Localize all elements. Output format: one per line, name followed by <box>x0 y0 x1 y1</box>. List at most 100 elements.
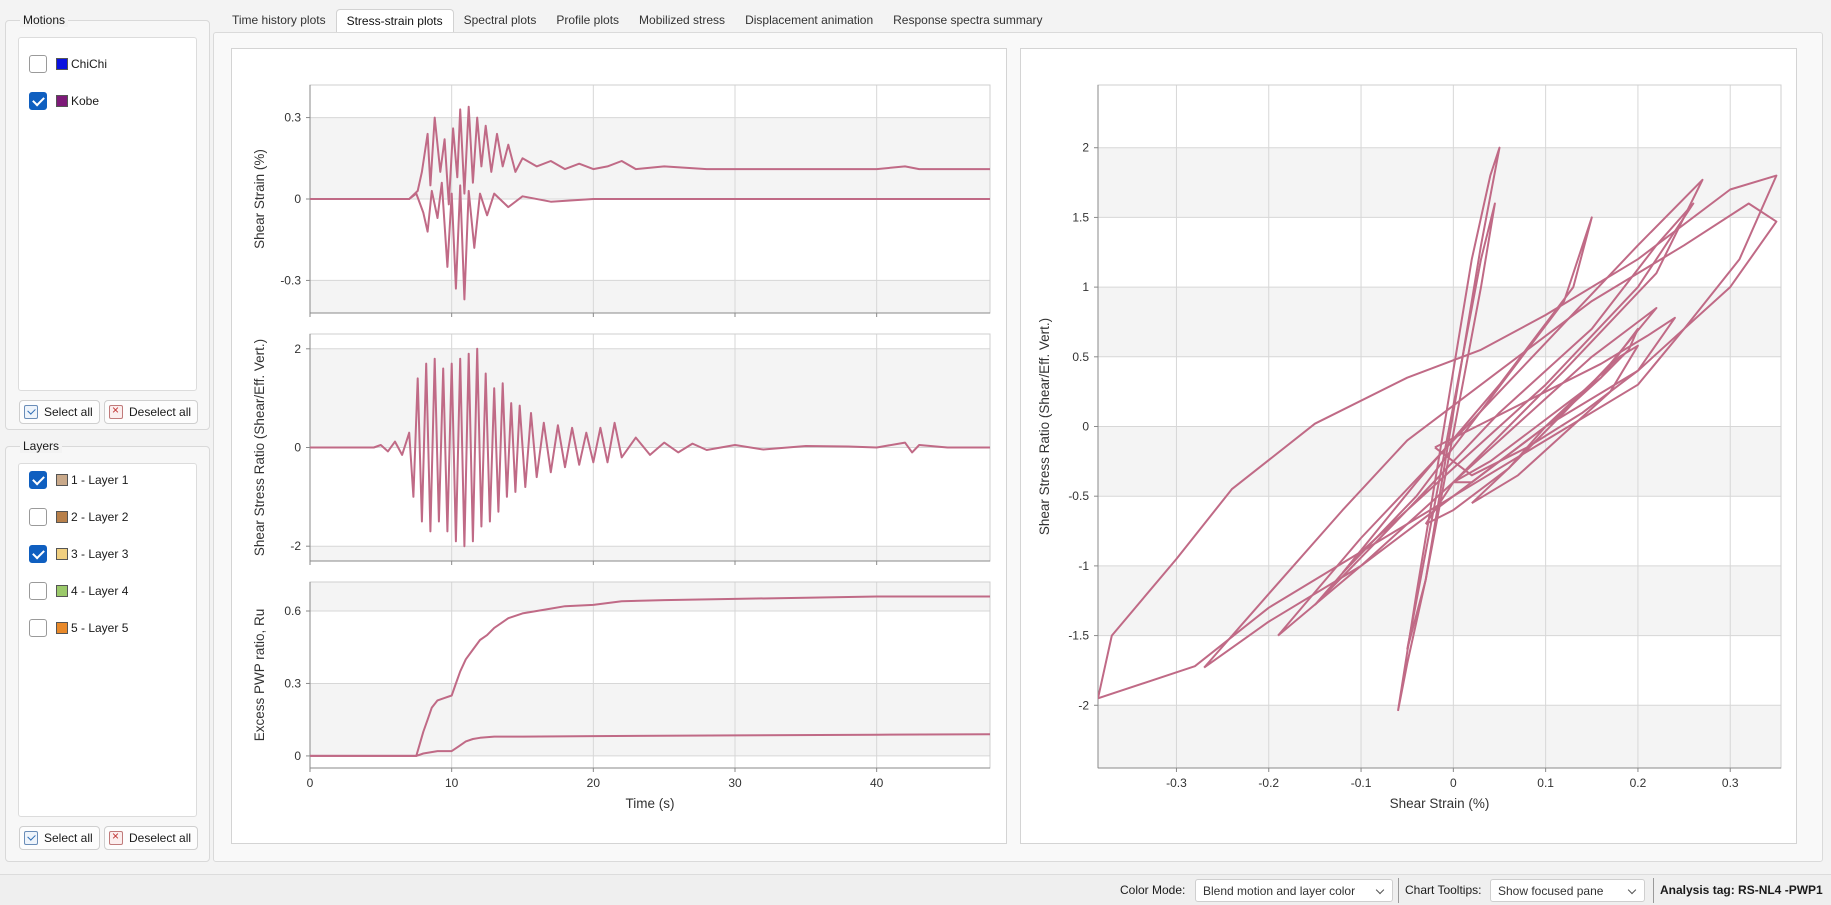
series-line <box>310 347 990 548</box>
chevron-down-icon <box>1375 885 1385 895</box>
layers-deselect-all-label: Deselect all <box>129 831 192 845</box>
motion-item-chichi[interactable]: ChiChi <box>29 53 107 75</box>
color-mode-value: Blend motion and layer color <box>1203 884 1356 898</box>
y-tick-label: 0 <box>1082 420 1089 434</box>
layers-select-all-button[interactable]: Select all <box>19 826 100 850</box>
layer-1-checkbox[interactable] <box>29 471 47 489</box>
chart-tooltips-dropdown[interactable]: Show focused pane <box>1490 879 1645 902</box>
layer-item-3[interactable]: 3 - Layer 3 <box>29 543 128 565</box>
motions-group: Motions ChiChi Kobe Select all Deselect … <box>5 13 210 430</box>
series-line <box>310 733 990 757</box>
y-axis-label: Shear Stress Ratio (Shear/Eff. Vert.) <box>1037 318 1052 535</box>
layer-item-1[interactable]: 1 - Layer 1 <box>29 469 128 491</box>
color-mode-label: Color Mode: <box>1120 883 1186 897</box>
stress-strain-pane[interactable]: -2 -1.5 -1 -0.5 0 0.5 1 1.5 2 -0.3 -0.2 -0.1 0 0.1 0.2… <box>1020 48 1797 844</box>
layer-item-4[interactable]: 4 - Layer 4 <box>29 580 128 602</box>
layer-1-label: 1 - Layer 1 <box>71 473 129 487</box>
series-line <box>1406 202 1496 650</box>
layers-deselect-all-button[interactable]: Deselect all <box>104 826 199 850</box>
series-line <box>310 181 990 301</box>
stress-strain-chart: -2 -1.5 -1 -0.5 0 0.5 1 1.5 2 -0.3 -0.2 -0.1 0 0.1 0.2… <box>1037 84 1782 811</box>
status-separator <box>1653 878 1654 903</box>
layer-3-checkbox[interactable] <box>29 545 47 563</box>
motions-select-all-button[interactable]: Select all <box>19 400 100 424</box>
x-tick-label: 0.1 <box>1537 776 1554 790</box>
motion-kobe-label: Kobe <box>71 94 100 108</box>
y-tick-label: -2 <box>1078 698 1089 712</box>
tab-profile-plots[interactable]: Profile plots <box>556 13 620 27</box>
motions-list: ChiChi Kobe <box>18 37 197 391</box>
grid-band <box>310 280 990 313</box>
motion-kobe-swatch <box>56 95 68 107</box>
x-tick-label: 10 <box>445 776 459 790</box>
analysis-tag: Analysis tag: RS-NL4 -PWP1 <box>1660 883 1823 897</box>
status-separator <box>1398 878 1399 903</box>
y-tick-label: -2 <box>290 539 301 553</box>
y-tick-label: 0.6 <box>284 604 301 618</box>
layer-1-swatch <box>56 474 68 486</box>
grid-band <box>310 546 990 561</box>
y-tick-label: 0 <box>294 192 301 206</box>
series-line <box>1203 202 1778 669</box>
chevron-down-icon <box>1627 885 1637 895</box>
layers-list: 1 - Layer 1 2 - Layer 2 3 - Layer 3 4 - … <box>18 463 197 817</box>
deselect-all-icon <box>109 403 123 419</box>
layer-4-checkbox[interactable] <box>29 582 47 600</box>
motion-chichi-label: ChiChi <box>71 57 108 71</box>
y-tick-label: -1.5 <box>1068 629 1089 643</box>
y-tick-label: 2 <box>1082 141 1089 155</box>
layer-5-swatch <box>56 622 68 634</box>
motion-chichi-checkbox[interactable] <box>29 55 47 73</box>
motions-deselect-all-label: Deselect all <box>129 405 192 419</box>
y-tick-label: 1 <box>1082 280 1089 294</box>
layer-4-swatch <box>56 585 68 597</box>
x-tick-label: 0 <box>307 776 314 790</box>
plot-tabs: Time history plots Stress-strain plots S… <box>222 9 1053 32</box>
x-tick-label: 0.2 <box>1630 776 1647 790</box>
color-mode-dropdown[interactable]: Blend motion and layer color <box>1195 879 1393 902</box>
series-line <box>310 595 990 757</box>
motions-deselect-all-button[interactable]: Deselect all <box>104 400 199 424</box>
select-all-icon <box>24 831 38 845</box>
grid-band <box>310 117 990 199</box>
series-line <box>1434 316 1676 477</box>
grid-band <box>1098 287 1781 357</box>
y-tick-label: 1.5 <box>1072 210 1089 224</box>
grid-band <box>310 683 990 756</box>
y-tick-label: -1 <box>1078 559 1089 573</box>
layer-item-2[interactable]: 2 - Layer 2 <box>29 506 128 528</box>
grid-band <box>310 348 990 448</box>
x-tick-label: 40 <box>870 776 884 790</box>
time-history-pane[interactable]: -0.3 0 0.3 Shear Strain (%) -2 0 2 Shear Stress… <box>231 48 1007 844</box>
tab-time-history-plots[interactable]: Time history plots <box>232 13 326 27</box>
series-line <box>1424 307 1658 525</box>
x-tick-label: 0.3 <box>1722 776 1739 790</box>
motion-item-kobe[interactable]: Kobe <box>29 90 99 112</box>
motion-kobe-checkbox[interactable] <box>29 92 47 110</box>
layer-2-label: 2 - Layer 2 <box>71 510 129 524</box>
select-all-icon <box>24 405 38 419</box>
x-tick-label: 20 <box>587 776 601 790</box>
layer-3-label: 3 - Layer 3 <box>71 547 129 561</box>
y-tick-label: 0.3 <box>284 676 301 690</box>
series-line <box>310 105 990 206</box>
layer-5-checkbox[interactable] <box>29 619 47 637</box>
grid-band <box>1098 705 1781 768</box>
deselect-all-icon <box>109 829 123 845</box>
layers-title: Layers <box>20 439 63 453</box>
tab-response-spectra-summary[interactable]: Response spectra summary <box>893 13 1043 27</box>
tab-displacement-animation[interactable]: Displacement animation <box>745 13 874 27</box>
layer-2-checkbox[interactable] <box>29 508 47 526</box>
chart-0: -0.3 0 0.3 Shear Strain (%) <box>252 84 991 317</box>
layer-item-5[interactable]: 5 - Layer 5 <box>29 617 128 639</box>
series-line <box>1314 202 1695 606</box>
x-tick-label: 0 <box>1450 776 1457 790</box>
layer-3-swatch <box>56 548 68 560</box>
tab-stress-strain-plots[interactable]: Stress-strain plots <box>335 9 454 32</box>
y-tick-label: 2 <box>294 342 301 356</box>
tab-mobilized-stress[interactable]: Mobilized stress <box>639 13 726 27</box>
tab-spectral-plots[interactable]: Spectral plots <box>463 13 537 27</box>
layers-select-all-label: Select all <box>44 831 93 845</box>
y-tick-label: 0 <box>294 749 301 763</box>
x-tick-label: 30 <box>728 776 742 790</box>
